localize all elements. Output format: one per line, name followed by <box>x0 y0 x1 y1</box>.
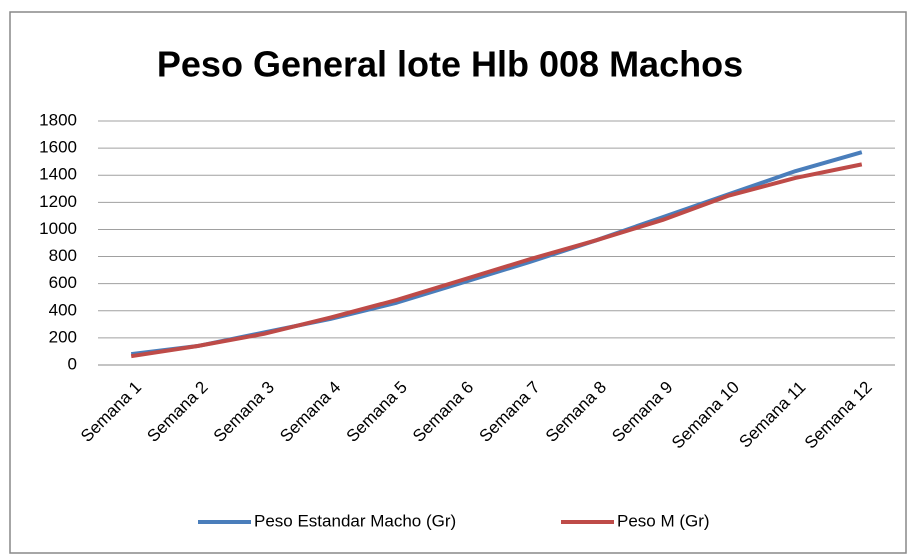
y-tick-label: 1600 <box>39 138 77 157</box>
chart-title: Peso General lote Hlb 008 Machos <box>157 44 743 85</box>
legend-label: Peso M (Gr) <box>617 511 710 530</box>
y-tick-label: 1200 <box>39 192 77 211</box>
y-tick-label: 600 <box>49 273 77 292</box>
y-tick-label: 1800 <box>39 110 77 129</box>
y-tick-label: 800 <box>49 246 77 265</box>
y-tick-label: 400 <box>49 300 77 319</box>
y-tick-label: 1000 <box>39 219 77 238</box>
y-tick-label: 0 <box>68 354 77 373</box>
y-tick-label: 200 <box>49 327 77 346</box>
series-line <box>130 162 863 359</box>
legend-label: Peso Estandar Macho (Gr) <box>254 511 456 530</box>
y-tick-label: 1400 <box>39 165 77 184</box>
